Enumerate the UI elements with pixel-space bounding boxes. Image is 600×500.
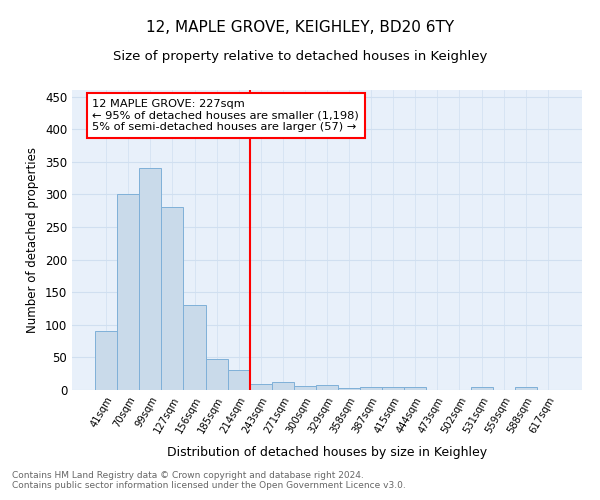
Bar bbox=[139, 168, 161, 390]
Bar bbox=[161, 208, 184, 390]
Bar bbox=[95, 332, 117, 390]
Bar bbox=[316, 385, 338, 390]
Bar bbox=[404, 388, 427, 390]
Bar bbox=[272, 382, 294, 390]
Bar bbox=[515, 388, 537, 390]
Bar bbox=[338, 388, 360, 390]
Bar bbox=[294, 386, 316, 390]
Text: Contains HM Land Registry data © Crown copyright and database right 2024.
Contai: Contains HM Land Registry data © Crown c… bbox=[12, 470, 406, 490]
Bar bbox=[227, 370, 250, 390]
Bar bbox=[360, 386, 382, 390]
Bar bbox=[382, 388, 404, 390]
Bar bbox=[250, 384, 272, 390]
Text: Size of property relative to detached houses in Keighley: Size of property relative to detached ho… bbox=[113, 50, 487, 63]
Text: 12 MAPLE GROVE: 227sqm
← 95% of detached houses are smaller (1,198)
5% of semi-d: 12 MAPLE GROVE: 227sqm ← 95% of detached… bbox=[92, 99, 359, 132]
Bar bbox=[184, 304, 206, 390]
Bar bbox=[470, 388, 493, 390]
Bar bbox=[117, 194, 139, 390]
X-axis label: Distribution of detached houses by size in Keighley: Distribution of detached houses by size … bbox=[167, 446, 487, 459]
Text: 12, MAPLE GROVE, KEIGHLEY, BD20 6TY: 12, MAPLE GROVE, KEIGHLEY, BD20 6TY bbox=[146, 20, 454, 35]
Bar bbox=[206, 360, 227, 390]
Y-axis label: Number of detached properties: Number of detached properties bbox=[26, 147, 40, 333]
